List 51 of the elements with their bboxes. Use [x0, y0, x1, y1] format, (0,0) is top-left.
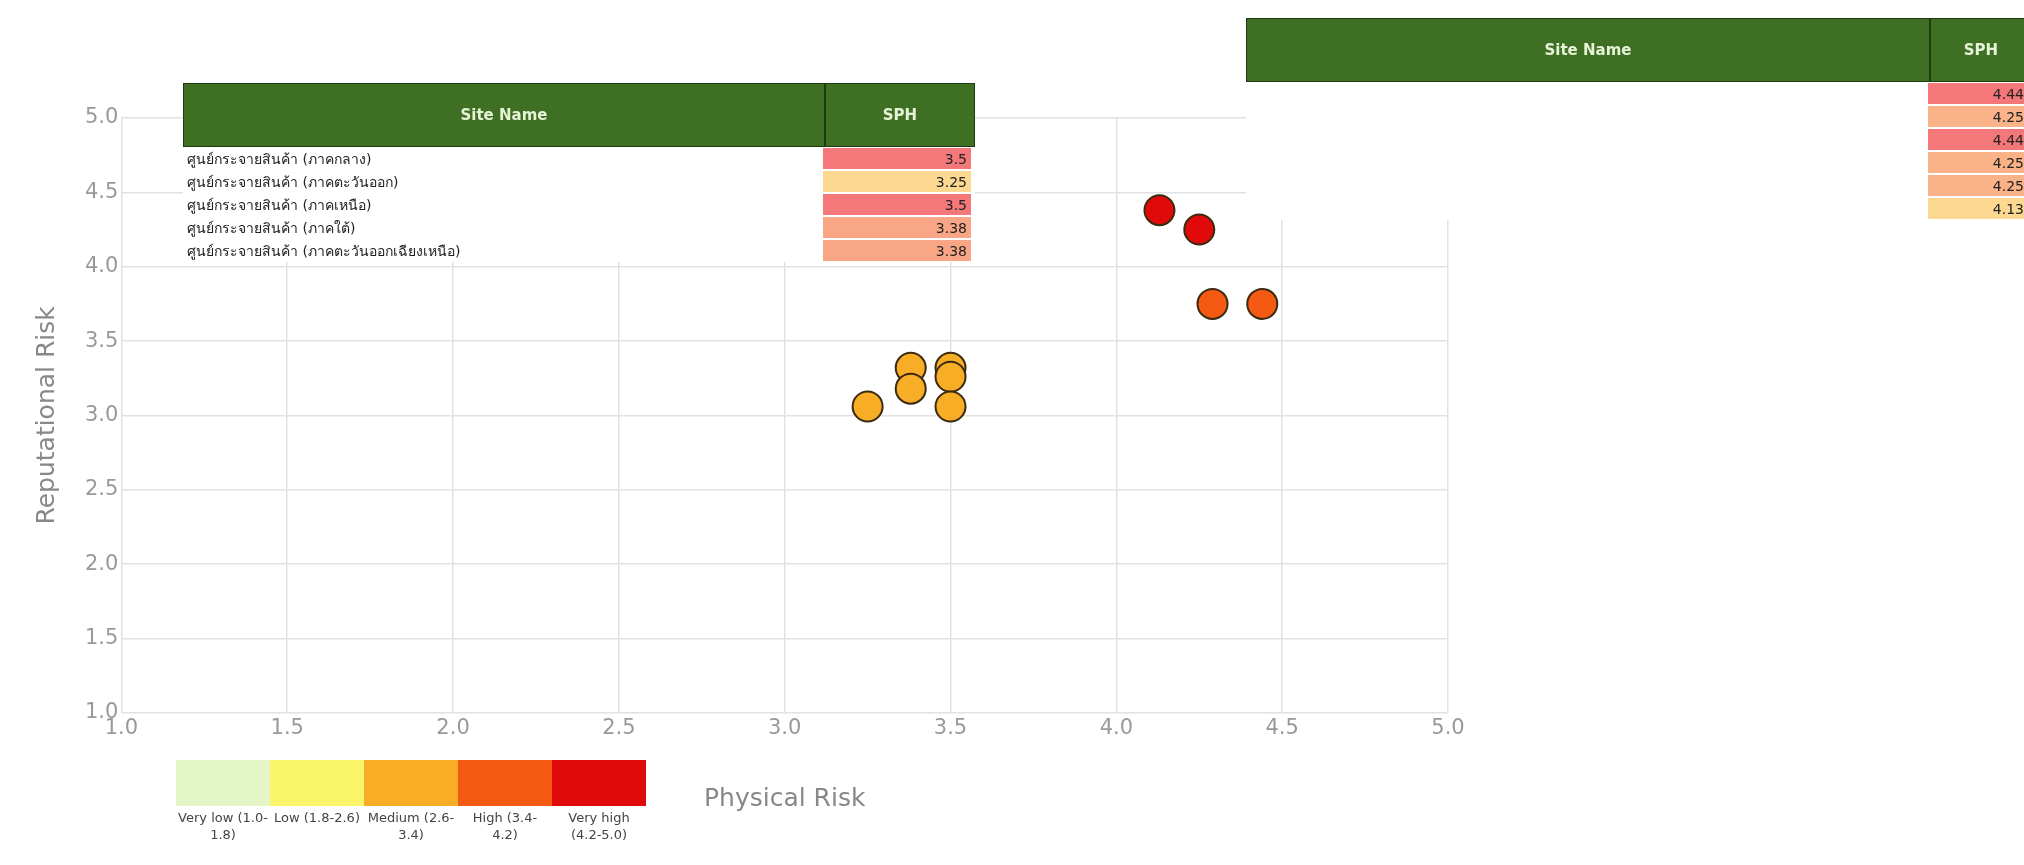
annotation: Site Name	[184, 84, 826, 146]
y-tick-label: 1.5	[84, 624, 119, 649]
text: 4.25	[1928, 151, 2024, 174]
annotation: ศูนย์กระจายสินค้า (ภาคตะวันออก)	[186, 172, 400, 193]
text: Very low (1.0-1.8)	[178, 809, 268, 843]
text: 4.44	[1928, 82, 2024, 105]
x-tick-label: 2.5	[602, 714, 636, 739]
annotation: ศูนย์กระจายสินค้า (ภาคใต้)	[186, 218, 357, 239]
point	[894, 372, 927, 405]
y-tick-label: 4.5	[84, 178, 119, 203]
annotation: 3.25	[823, 170, 971, 193]
x-tick-label: 2.0	[436, 714, 470, 739]
y-tick-label: 4.0	[84, 253, 119, 278]
annotation: 3.38	[823, 239, 971, 262]
x-tick-label: 5.0	[1431, 714, 1465, 739]
annotation: 3.5	[823, 147, 971, 170]
x-tick-label: 4.5	[1265, 714, 1299, 739]
annotation: ศูนย์กระจายสินค้า (ภาคตะวันออกเฉียงเหนือ)	[186, 241, 462, 262]
point	[1246, 287, 1279, 320]
annotation: 3.5	[823, 193, 971, 216]
y-tick-label: 2.5	[84, 476, 119, 501]
point	[1183, 213, 1216, 246]
text: Site Name	[1247, 19, 1931, 81]
text: 4.44	[1928, 128, 2024, 151]
annotation: SPH	[881, 106, 919, 124]
text: Low (1.8-2.6)	[273, 809, 361, 826]
text: 4.25	[1928, 174, 2024, 197]
y-tick-label: 3.5	[84, 327, 119, 352]
point	[934, 360, 967, 393]
text: High (3.4-4.2)	[471, 809, 539, 843]
x-tick-label: 3.0	[768, 714, 802, 739]
y-tick-label: 3.0	[84, 401, 119, 426]
annotation: 3.38	[823, 216, 971, 239]
y-axis-title: Reputational Risk	[30, 305, 60, 525]
point	[934, 390, 967, 423]
annotation: ศูนย์กระจายสินค้า (ภาคกลาง)	[186, 149, 373, 170]
y-tick-label: 2.0	[84, 550, 119, 575]
x-tick-label: 4.0	[1099, 714, 1134, 739]
text: Medium (2.6-3.4)	[366, 809, 456, 843]
text: 4.13	[1928, 197, 2024, 220]
text: Very high (4.2-5.0)	[567, 809, 631, 843]
point	[851, 390, 884, 423]
text: 4.25	[1928, 105, 2024, 128]
point	[1196, 287, 1229, 320]
y-tick-label: 5.0	[84, 104, 119, 129]
x-tick-label: 1.5	[270, 714, 304, 739]
x-tick-label: 3.5	[933, 714, 968, 739]
annotation: ศูนย์กระจายสินค้า (ภาคเหนือ)	[186, 195, 373, 216]
text: SPH	[1962, 41, 2000, 59]
x-axis-title: Physical Risk	[703, 782, 866, 812]
point	[1143, 194, 1176, 227]
